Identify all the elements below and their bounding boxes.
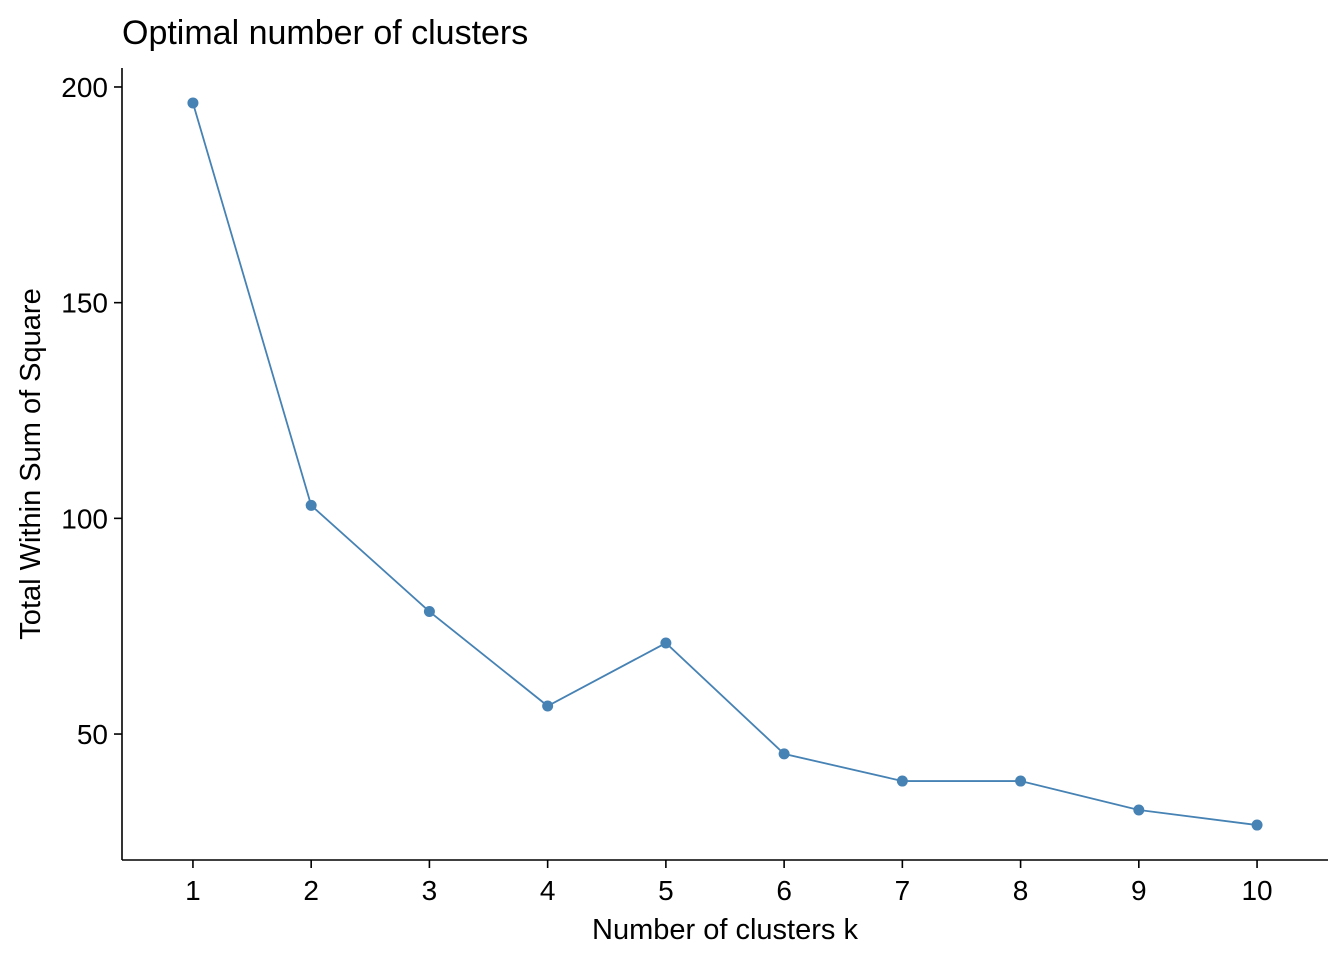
data-point <box>778 748 790 760</box>
series-line <box>192 102 1258 826</box>
x-tick-label: 3 <box>422 875 438 906</box>
data-point <box>1015 775 1027 787</box>
y-tick-label: 200 <box>61 72 108 103</box>
y-tick-label: 150 <box>61 288 108 319</box>
data-point <box>423 606 435 618</box>
y-tick-label: 50 <box>77 719 108 750</box>
x-tick-label: 6 <box>776 875 792 906</box>
chart-title: Optimal number of clusters <box>122 14 528 52</box>
x-tick-label: 4 <box>540 875 556 906</box>
x-axis-label: Number of clusters k <box>592 914 858 946</box>
data-point <box>896 775 908 787</box>
x-tick-label: 7 <box>895 875 911 906</box>
data-point <box>1251 819 1263 831</box>
data-point <box>660 637 672 649</box>
x-tick-label: 10 <box>1241 875 1272 906</box>
x-tick-label: 5 <box>658 875 674 906</box>
data-point <box>542 700 554 712</box>
x-tick-label: 2 <box>303 875 319 906</box>
data-point <box>187 97 199 109</box>
y-axis-label: Total Within Sum of Square <box>15 288 47 639</box>
x-tick-label: 1 <box>185 875 201 906</box>
data-point <box>1133 804 1145 816</box>
x-tick-label: 8 <box>1013 875 1029 906</box>
data-point <box>305 499 317 511</box>
y-tick-label: 100 <box>61 503 108 534</box>
x-tick-label: 9 <box>1131 875 1147 906</box>
